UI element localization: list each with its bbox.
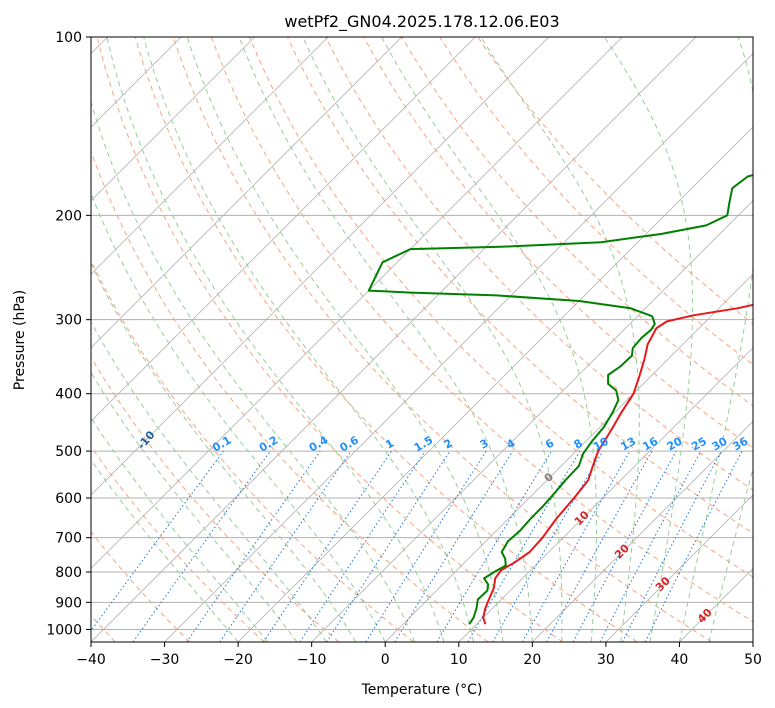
x-tick-label: 10 <box>450 652 468 668</box>
isotherm-line <box>91 37 697 642</box>
mixing-ratio-line <box>572 450 677 642</box>
dry-adiabat-line <box>287 37 753 534</box>
moist-adiabat-line <box>480 37 640 642</box>
temperature-profile-line <box>482 303 753 625</box>
isotherm-line <box>532 420 753 642</box>
y-tick-label: 100 <box>55 30 82 46</box>
mixing-ratio-line <box>546 450 653 642</box>
y-tick-label: 400 <box>55 387 82 403</box>
x-tick-label: 50 <box>744 652 762 668</box>
mixing-ratio-line <box>186 450 321 642</box>
x-tick-label: 20 <box>523 652 541 668</box>
x-tick-label: 40 <box>671 652 689 668</box>
y-axis-label: Pressure (hPa) <box>12 290 28 390</box>
dry-adiabat-line <box>96 37 563 642</box>
moist-adiabat-line <box>91 262 357 642</box>
dry-adiabat-line <box>91 259 414 642</box>
mixing-ratio-line <box>91 450 224 632</box>
x-tick-label: 30 <box>597 652 615 668</box>
isotherm-line <box>91 37 476 422</box>
moist-adiabat-line <box>603 37 694 642</box>
moist-adiabat-line <box>91 100 416 642</box>
isotherm-line <box>384 273 753 642</box>
moist-adiabat-line <box>91 417 268 642</box>
data-lines <box>367 173 753 625</box>
chart-title: wetPf2_GN04.2025.178.12.06.E03 <box>284 12 559 32</box>
isotherm-line <box>91 37 329 275</box>
x-tick-label: −20 <box>223 652 253 668</box>
dry-adiabat-line <box>325 37 753 491</box>
moist-adiabat-line <box>91 320 327 642</box>
moist-adiabat-line <box>143 37 474 642</box>
background-lines <box>91 37 753 642</box>
isotherm-line <box>458 347 753 642</box>
y-tick-label: 900 <box>55 595 82 611</box>
mixing-ratio-line <box>467 450 581 642</box>
moist-adiabat-line <box>106 37 445 642</box>
isotherm-line <box>91 37 550 496</box>
mixing-ratio-line <box>326 450 451 642</box>
moist-adiabat-line <box>186 37 504 642</box>
moist-adiabat-line <box>381 37 597 642</box>
x-tick-label: −10 <box>297 652 327 668</box>
dry-adiabat-line <box>248 37 753 578</box>
x-tick-label: −40 <box>76 652 106 668</box>
dry-adiabat-line <box>363 37 753 449</box>
mixing-ratio-line <box>132 450 271 642</box>
y-tick-label: 800 <box>55 565 82 581</box>
y-tick-label: 1000 <box>46 622 82 638</box>
x-tick-label: 0 <box>381 652 390 668</box>
isotherm-line <box>91 37 255 202</box>
isotherm-line <box>605 494 753 642</box>
y-tick-label: 700 <box>55 531 82 547</box>
y-tick-label: 200 <box>55 208 82 224</box>
plot-frame <box>90 36 754 643</box>
mixing-ratio-line <box>365 450 487 642</box>
isotherm-line <box>91 37 403 349</box>
y-tick-label: 300 <box>55 313 82 329</box>
mixing-ratio-line <box>436 450 552 642</box>
y-tick-label: 500 <box>55 444 82 460</box>
dewpoint-profile-line <box>367 173 753 625</box>
mixing-ratio-line <box>522 450 631 642</box>
dry-adiabat-line <box>91 531 191 642</box>
y-tick-label: 600 <box>55 491 82 507</box>
x-tick-label: −30 <box>150 652 180 668</box>
moist-adiabat-line <box>302 37 563 642</box>
x-axis-label: Temperature (°C) <box>361 682 483 698</box>
y-axis: 100 200 300 400 500 600 700 800 900 1000 <box>46 30 91 638</box>
isotherm-line <box>91 37 623 570</box>
moist-adiabat-line <box>91 192 386 642</box>
x-axis: −40 −30 −20 −10 0 10 20 30 40 50 <box>76 642 762 668</box>
isotherm-line <box>237 126 753 642</box>
moist-adiabat-line <box>91 458 239 642</box>
mixing-ratio-line <box>394 450 514 642</box>
dry-adiabat-line <box>401 37 753 407</box>
isotherm-line <box>164 52 753 642</box>
dry-adiabat-line <box>210 37 753 623</box>
dry-adiabat-line <box>439 37 753 366</box>
dry-adiabat-line <box>134 37 638 642</box>
moist-adiabat-line <box>678 37 753 642</box>
mixing-ratio-line <box>219 450 352 642</box>
mixing-ratio-line <box>492 450 604 642</box>
dry-adiabat-line <box>91 356 340 642</box>
